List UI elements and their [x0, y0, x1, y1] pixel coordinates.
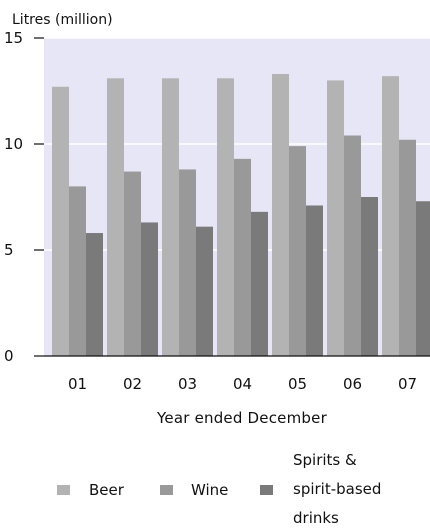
- bar-spirits-spirit-based-drinks-05: [306, 205, 323, 356]
- x-tick-label-07: 07: [398, 375, 417, 393]
- x-tick-label-02: 02: [123, 375, 142, 393]
- bar-beer-04: [217, 78, 234, 356]
- legend-swatch-wine: [160, 485, 173, 495]
- x-tick-label-05: 05: [288, 375, 307, 393]
- y-tick-label-5: 5: [4, 241, 14, 259]
- bar-wine-03: [179, 169, 196, 356]
- bar-wine-07: [399, 139, 416, 356]
- y-tick-label-0: 0: [4, 347, 14, 365]
- legend-swatch-spirits-spirit-based-drinks: [260, 485, 273, 495]
- bar-spirits-spirit-based-drinks-03: [196, 226, 213, 356]
- y-tick-label-10: 10: [4, 135, 23, 153]
- bar-spirits-spirit-based-drinks-01: [86, 233, 103, 356]
- bars: [52, 74, 430, 357]
- bar-beer-02: [107, 78, 124, 356]
- bar-wine-05: [289, 146, 306, 356]
- x-tick-label-03: 03: [178, 375, 197, 393]
- bar-wine-06: [344, 135, 361, 356]
- bar-wine-01: [69, 186, 86, 356]
- bar-beer-05: [272, 74, 289, 356]
- legend-label-wine: Wine: [191, 481, 228, 499]
- bar-spirits-spirit-based-drinks-06: [361, 197, 378, 356]
- bar-wine-04: [234, 158, 251, 356]
- legend: Beer Wine Spirits & spirit-based drinks: [57, 451, 381, 527]
- legend-label-spirits-spirit-based-drinks: Spirits & spirit-based drinks: [293, 451, 381, 527]
- x-tick-label-01: 01: [68, 375, 87, 393]
- y-axis-ticks: 0 5 10 15: [4, 29, 44, 365]
- bar-beer-06: [327, 80, 344, 357]
- bar-spirits-spirit-based-drinks-04: [251, 211, 268, 356]
- bar-spirits-spirit-based-drinks-07: [416, 201, 430, 356]
- bar-beer-03: [162, 78, 179, 356]
- x-tick-label-06: 06: [343, 375, 362, 393]
- x-axis-ticks: 01 02 03 04 05 06 07: [68, 375, 417, 393]
- y-tick-label-15: 15: [4, 29, 23, 47]
- y-unit-label: Litres (million): [12, 12, 113, 28]
- bar-spirits-spirit-based-drinks-02: [141, 222, 158, 356]
- legend-swatch-beer: [57, 485, 70, 495]
- legend-label-beer: Beer: [89, 481, 125, 499]
- bar-beer-07: [382, 76, 399, 356]
- x-axis-title: Year ended December: [156, 409, 328, 427]
- bar-beer-01: [52, 86, 69, 356]
- x-tick-label-04: 04: [233, 375, 252, 393]
- bar-wine-02: [124, 171, 141, 356]
